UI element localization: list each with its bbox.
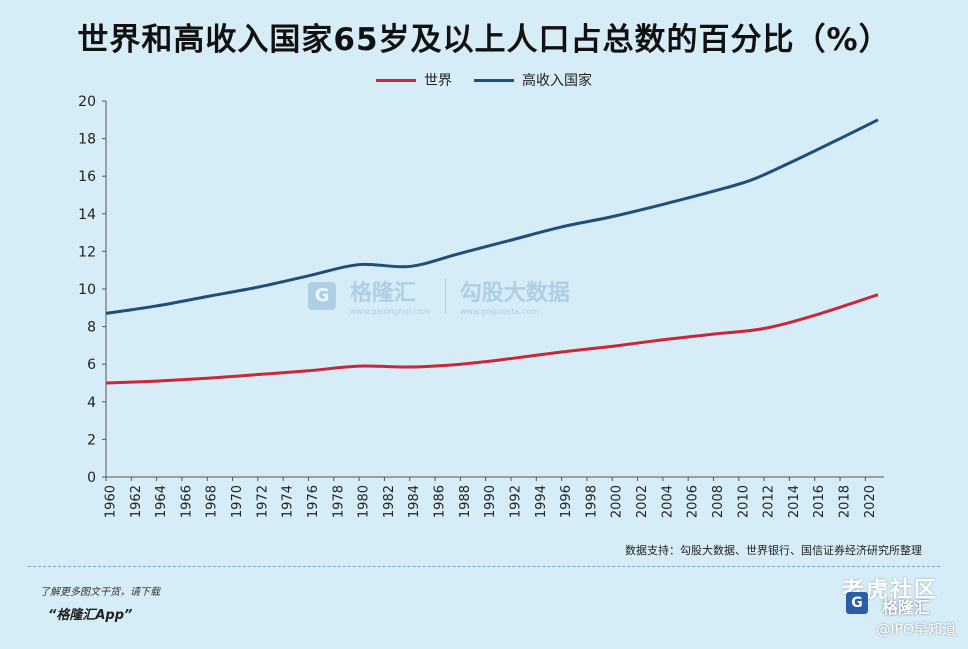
x-tick-label: 2016 (812, 485, 827, 518)
legend-item-high-income: 高收入国家 (474, 70, 592, 90)
x-tick-label: 2004 (660, 485, 675, 518)
x-tick-label: 2008 (711, 485, 726, 518)
logo-watermark: 格隆汇 (881, 598, 930, 617)
x-tick-label: 1998 (584, 485, 599, 518)
x-tick-label: 1968 (205, 485, 220, 518)
x-tick-label: 1982 (382, 485, 397, 518)
footer-hint: 了解更多图文干货，请下载 (40, 587, 160, 598)
center-brand-url: www.gelonghui.com (350, 307, 431, 316)
source-note: 数据支持：勾股大数据、世界银行、国信证券经济研究所整理 (625, 544, 922, 557)
x-tick-label: 1996 (559, 485, 574, 518)
series-line-high-income (105, 118, 879, 315)
legend: 世界 高收入国家 (0, 70, 968, 90)
x-tick-label: 1988 (458, 485, 473, 518)
center-watermark: G 格隆汇 www.gelonghui.com 勾股大数据 www.goguda… (308, 275, 570, 316)
x-tick-label: 1970 (230, 485, 245, 518)
x-tick-label: 1984 (407, 485, 422, 518)
legend-swatch-high-income (474, 78, 514, 82)
x-tick-label: 1962 (129, 485, 144, 518)
footer-divider (28, 566, 940, 567)
x-tick-label: 1960 (104, 485, 119, 518)
y-tick-label: 12 (78, 244, 96, 260)
x-tick-label: 1964 (154, 485, 169, 518)
watermark-divider (444, 278, 446, 313)
logo-icon: G (846, 592, 868, 614)
x-tick-label: 1976 (306, 485, 321, 518)
footer-app-name: “格隆汇App” (48, 608, 133, 623)
y-tick-label: 10 (78, 282, 96, 298)
x-tick-label: 1994 (534, 485, 549, 518)
y-tick-label: 2 (87, 432, 96, 448)
series-line-world (105, 293, 879, 385)
y-tick-label: 20 (78, 94, 96, 110)
x-tick-label: 2014 (787, 485, 802, 518)
y-tick-label: 18 (78, 132, 96, 148)
x-tick-label: 2006 (686, 485, 701, 518)
x-tick-label: 1986 (433, 485, 448, 518)
y-tick-label: 8 (87, 320, 96, 336)
y-tick-label: 16 (78, 169, 96, 185)
x-tick-label: 1990 (483, 485, 498, 518)
legend-label-high-income: 高收入国家 (522, 73, 592, 89)
center-brand-group: 格隆汇 www.gelonghui.com (350, 275, 431, 316)
x-tick-label: 2018 (838, 485, 853, 518)
center-data-group: 勾股大数据 www.gogudata.com (460, 275, 570, 316)
y-tick-label: 0 (87, 470, 96, 486)
x-tick-label: 1980 (357, 485, 372, 518)
center-data-url: www.gogudata.com (459, 307, 539, 316)
x-tick-label: 2010 (736, 485, 751, 518)
legend-swatch-world (376, 78, 416, 82)
x-tick-label: 2000 (610, 485, 625, 518)
chart-title: 世界和高收入国家65岁及以上人口占总数的百分比（%） (77, 22, 891, 58)
brand-logo-icon: G (308, 281, 336, 310)
x-tick-label: 2020 (863, 485, 878, 518)
x-tick-label: 2002 (635, 485, 650, 518)
ipo-watermark: @IPO早知道 (876, 622, 956, 638)
x-tick-label: 1992 (508, 485, 523, 518)
x-tick-label: 1974 (281, 485, 296, 518)
x-tick-label: 2012 (762, 485, 777, 518)
x-tick-label: 1978 (331, 485, 346, 518)
y-tick-label: 6 (87, 357, 96, 373)
center-brand-text: 格隆汇 (350, 281, 417, 306)
legend-label-world: 世界 (424, 73, 452, 89)
legend-item-world: 世界 (376, 70, 452, 90)
x-tick-label: 1966 (179, 485, 194, 518)
x-tick-label: 1972 (255, 485, 270, 518)
y-tick-label: 4 (87, 395, 96, 411)
y-tick-label: 14 (78, 207, 96, 223)
center-data-text: 勾股大数据 (459, 281, 570, 306)
